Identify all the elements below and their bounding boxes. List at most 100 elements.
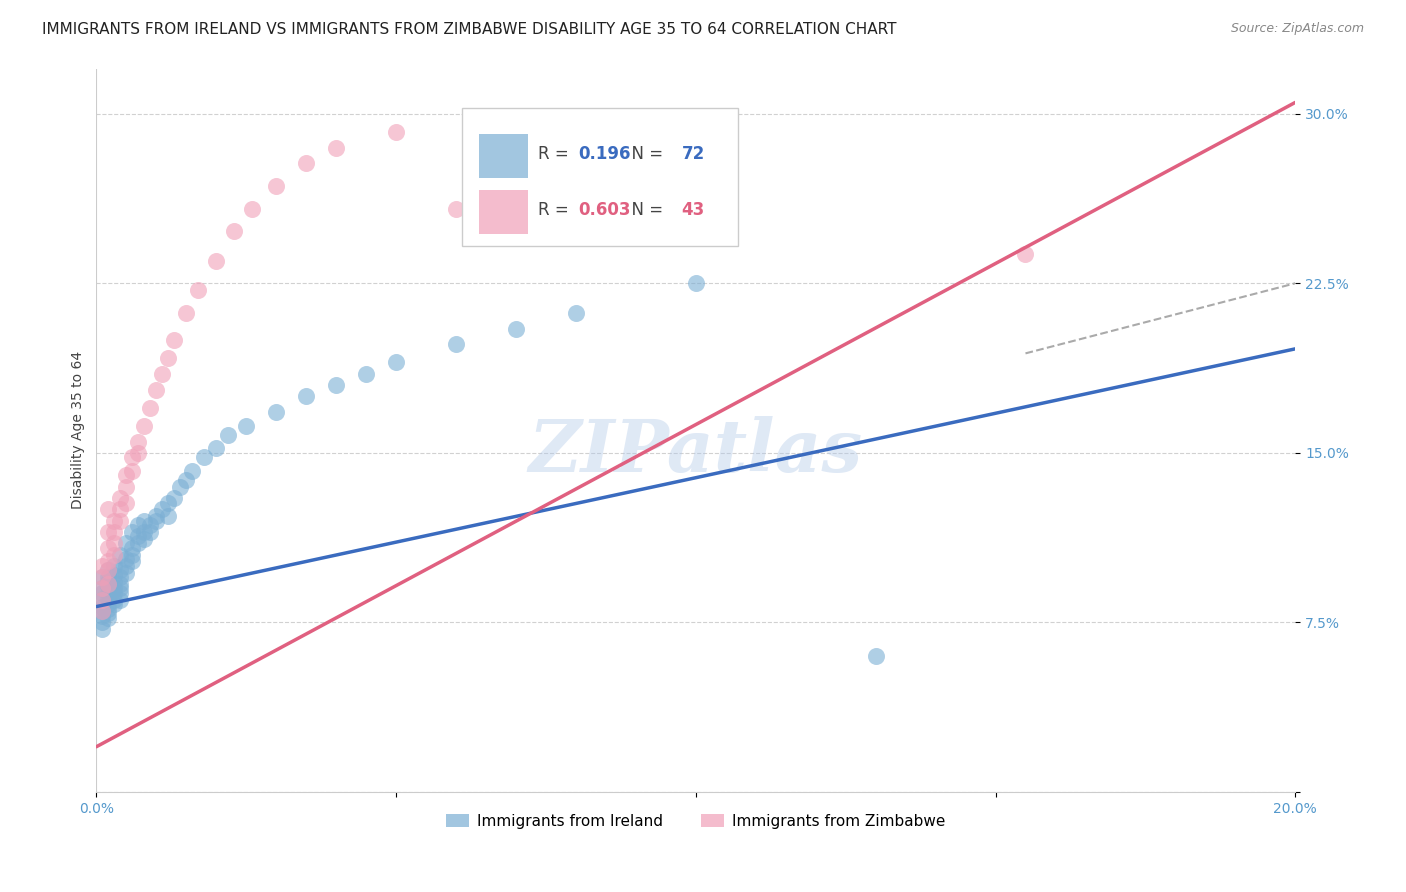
Point bbox=[444, 202, 467, 216]
Point bbox=[235, 418, 257, 433]
Point bbox=[187, 283, 209, 297]
Point bbox=[97, 591, 120, 605]
Point bbox=[139, 401, 162, 415]
Point bbox=[505, 321, 527, 335]
Point bbox=[264, 405, 287, 419]
Point bbox=[91, 604, 114, 618]
Point bbox=[169, 480, 191, 494]
Point bbox=[1014, 247, 1036, 261]
Point bbox=[174, 473, 197, 487]
Text: IMMIGRANTS FROM IRELAND VS IMMIGRANTS FROM ZIMBABWE DISABILITY AGE 35 TO 64 CORR: IMMIGRANTS FROM IRELAND VS IMMIGRANTS FR… bbox=[42, 22, 897, 37]
Point bbox=[145, 514, 167, 528]
FancyBboxPatch shape bbox=[479, 134, 527, 178]
Point bbox=[91, 604, 114, 618]
Point bbox=[91, 586, 114, 600]
Point bbox=[103, 536, 125, 550]
Point bbox=[97, 541, 120, 555]
Point bbox=[115, 536, 138, 550]
FancyBboxPatch shape bbox=[463, 108, 738, 246]
Point bbox=[157, 495, 180, 509]
Point bbox=[91, 558, 114, 573]
Point bbox=[91, 592, 114, 607]
Point bbox=[110, 563, 132, 577]
Point bbox=[103, 524, 125, 539]
Point bbox=[91, 608, 114, 623]
Point bbox=[110, 586, 132, 600]
Legend: Immigrants from Ireland, Immigrants from Zimbabwe: Immigrants from Ireland, Immigrants from… bbox=[440, 807, 952, 835]
Point bbox=[103, 548, 125, 562]
Point bbox=[115, 558, 138, 573]
Point bbox=[110, 582, 132, 596]
Point bbox=[127, 446, 149, 460]
Point bbox=[115, 480, 138, 494]
Point bbox=[134, 524, 156, 539]
Text: ZIPatlas: ZIPatlas bbox=[529, 417, 863, 487]
Point bbox=[205, 442, 228, 456]
Point bbox=[103, 514, 125, 528]
Point bbox=[205, 253, 228, 268]
Point bbox=[110, 548, 132, 562]
Point bbox=[103, 586, 125, 600]
Point bbox=[97, 563, 120, 577]
Point bbox=[97, 524, 120, 539]
Point bbox=[121, 464, 143, 478]
Point bbox=[91, 570, 114, 584]
Point bbox=[115, 495, 138, 509]
Point bbox=[217, 427, 239, 442]
Point bbox=[354, 367, 377, 381]
Point bbox=[115, 552, 138, 566]
Text: Source: ZipAtlas.com: Source: ZipAtlas.com bbox=[1230, 22, 1364, 36]
Point bbox=[121, 541, 143, 555]
Text: R =: R = bbox=[537, 145, 574, 163]
Point bbox=[157, 351, 180, 365]
Point bbox=[174, 306, 197, 320]
Point bbox=[134, 418, 156, 433]
Point bbox=[97, 563, 120, 577]
Point bbox=[91, 582, 114, 596]
Point bbox=[127, 434, 149, 449]
Point bbox=[97, 554, 120, 568]
Point bbox=[157, 509, 180, 524]
Point bbox=[134, 532, 156, 546]
Text: 0.196: 0.196 bbox=[578, 145, 631, 163]
Point bbox=[139, 524, 162, 539]
Point bbox=[163, 491, 186, 505]
Point bbox=[115, 468, 138, 483]
Point bbox=[97, 597, 120, 611]
Point bbox=[127, 536, 149, 550]
Text: 43: 43 bbox=[682, 201, 704, 219]
Point bbox=[121, 548, 143, 562]
Point bbox=[150, 502, 173, 516]
Point bbox=[150, 367, 173, 381]
Point bbox=[624, 163, 647, 178]
Point bbox=[264, 179, 287, 194]
Point bbox=[181, 464, 204, 478]
Point bbox=[91, 592, 114, 607]
Point bbox=[91, 599, 114, 614]
Point bbox=[145, 509, 167, 524]
Point bbox=[103, 558, 125, 573]
Point bbox=[145, 383, 167, 397]
Point bbox=[565, 306, 588, 320]
Point bbox=[325, 378, 347, 392]
Point bbox=[103, 592, 125, 607]
Point bbox=[91, 570, 114, 584]
Point bbox=[110, 577, 132, 591]
Point bbox=[103, 568, 125, 582]
Point bbox=[103, 582, 125, 596]
Point bbox=[121, 450, 143, 465]
Point bbox=[444, 337, 467, 351]
Point bbox=[97, 574, 120, 589]
Point bbox=[97, 607, 120, 621]
Y-axis label: Disability Age 35 to 64: Disability Age 35 to 64 bbox=[72, 351, 86, 509]
Text: 72: 72 bbox=[682, 145, 704, 163]
Point bbox=[121, 524, 143, 539]
Point bbox=[97, 577, 120, 591]
Point bbox=[97, 579, 120, 593]
Point bbox=[97, 611, 120, 625]
Point bbox=[224, 224, 246, 238]
Point bbox=[91, 615, 114, 630]
Point bbox=[127, 529, 149, 543]
Text: 0.603: 0.603 bbox=[578, 201, 631, 219]
Point bbox=[193, 450, 215, 465]
